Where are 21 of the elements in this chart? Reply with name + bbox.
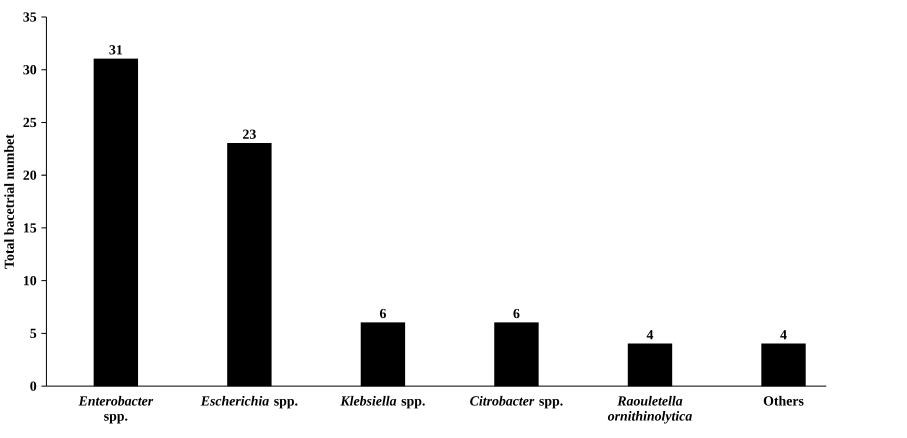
x-tick-label: Enterobacter spp.: [78, 396, 154, 424]
y-tick-label: 25: [23, 118, 36, 128]
data-label: 4: [646, 330, 654, 340]
y-tick-label: 5: [30, 328, 36, 338]
data-label: 4: [780, 330, 787, 340]
data-label: 23: [243, 130, 256, 139]
data-label: 6: [380, 309, 386, 318]
x-tick-label: Escherichia spp.: [200, 396, 298, 409]
x-tick-label: Citrobacter spp.: [470, 396, 563, 409]
data-label: 31: [109, 45, 122, 55]
x-tick-label: Others: [764, 396, 804, 406]
data-label: 6: [513, 309, 520, 318]
y-tick-label: 20: [23, 170, 36, 180]
y-tick-label: 0: [30, 382, 36, 391]
y-axis-title: Total bacetrial numbet: [4, 134, 14, 269]
y-tick-label: 35: [23, 12, 36, 22]
y-tick-label: 30: [23, 65, 36, 75]
y-tick-label: 15: [24, 223, 36, 233]
y-tick-label: 10: [24, 276, 36, 286]
x-tick-label: Klebsiella spp.: [340, 396, 425, 409]
x-tick-label: Raouletella ornithinolytica: [608, 396, 692, 424]
